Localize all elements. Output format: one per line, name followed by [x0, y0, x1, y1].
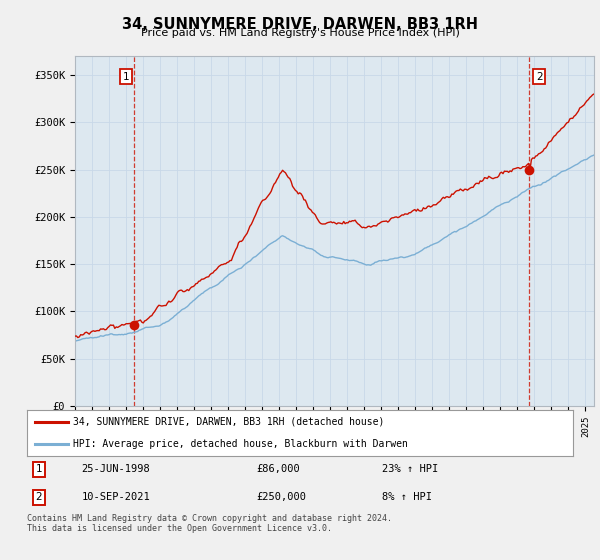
Text: 2: 2: [35, 492, 43, 502]
Text: Price paid vs. HM Land Registry's House Price Index (HPI): Price paid vs. HM Land Registry's House …: [140, 28, 460, 38]
Text: £250,000: £250,000: [256, 492, 307, 502]
Text: HPI: Average price, detached house, Blackburn with Darwen: HPI: Average price, detached house, Blac…: [73, 438, 408, 449]
Text: 1: 1: [35, 464, 43, 474]
Text: 8% ↑ HPI: 8% ↑ HPI: [382, 492, 432, 502]
Text: 10-SEP-2021: 10-SEP-2021: [82, 492, 151, 502]
Text: £86,000: £86,000: [256, 464, 300, 474]
Text: 2: 2: [536, 72, 542, 82]
Text: 1: 1: [122, 72, 129, 82]
Text: 34, SUNNYMERE DRIVE, DARWEN, BB3 1RH: 34, SUNNYMERE DRIVE, DARWEN, BB3 1RH: [122, 17, 478, 32]
Text: 23% ↑ HPI: 23% ↑ HPI: [382, 464, 438, 474]
Text: 25-JUN-1998: 25-JUN-1998: [82, 464, 151, 474]
Text: 34, SUNNYMERE DRIVE, DARWEN, BB3 1RH (detached house): 34, SUNNYMERE DRIVE, DARWEN, BB3 1RH (de…: [73, 417, 385, 427]
Text: Contains HM Land Registry data © Crown copyright and database right 2024.
This d: Contains HM Land Registry data © Crown c…: [27, 514, 392, 534]
